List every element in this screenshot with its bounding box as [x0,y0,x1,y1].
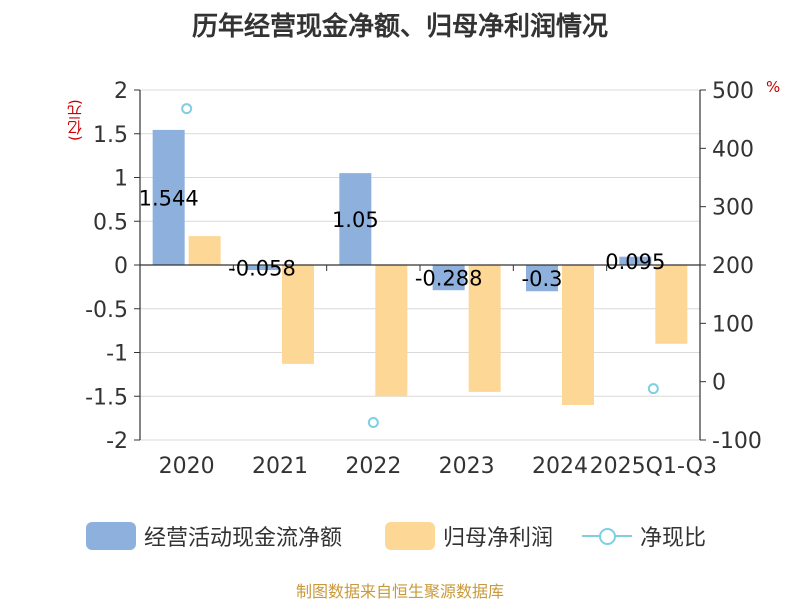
data-label-cashflow: 1.544 [139,186,199,210]
legend-item-cashflow[interactable]: 经营活动现金流净额 [86,516,342,556]
ratio-marker [181,103,193,115]
axes [139,90,701,440]
bar-cashflow [246,265,278,271]
y-tick-label: -1.5 [85,385,128,410]
data-label-cashflow: 1.05 [332,208,379,232]
ratio-marker [367,417,379,428]
bar-cashflow [339,173,372,265]
data-label-cashflow: -0.288 [415,267,483,291]
bars [152,129,688,405]
y2-tick-label: 0 [712,371,726,396]
chart-title: 历年经营现金净额、归母净利润情况 [191,12,608,42]
bar-net-profit [282,265,314,364]
y2-tick-label: 100 [712,312,754,337]
data-label-cashflow: -0.3 [522,267,563,291]
legend-swatch-cashflow [86,522,136,550]
data-label-cashflow: -0.058 [228,257,296,281]
data-labels: 1.544 -0.058 1.05 -0.288 -0.3 0.095 [139,186,666,291]
y2-tick-label: 400 [712,137,754,162]
bar-net-profit [655,265,688,344]
y2-tick-label: 200 [712,254,754,279]
bar-cashflow [619,256,652,265]
y-tick-label: 0.5 [93,210,128,235]
axis-ticks: 2 1.5 1 0.5 0 -0.5 -1 -1.5 -2 500 400 300 200 100 0 -10… [85,79,762,479]
bar-cashflow [526,265,558,292]
legend-item-ratio[interactable]: 净现比 [582,516,706,556]
data-label-cashflow: 0.095 [605,250,665,274]
legend-swatch-ratio [582,522,632,550]
y-tick-label: 1.5 [93,123,128,148]
bar-net-profit [375,265,408,397]
x-tick-label: 2021 [252,454,308,479]
bar-net-profit [562,265,594,405]
legend-item-net-profit[interactable]: 归母净利润 [385,516,553,556]
y2-tick-label: 300 [712,196,754,221]
ratio-marker [647,383,659,395]
y-tick-label: 0 [114,254,128,279]
y-tick-label: -1 [106,342,128,367]
y-tick-label: 2 [114,79,128,104]
x-tick-label: 2023 [439,454,495,479]
bar-net-profit [188,236,221,265]
y-tick-label: 1 [114,167,128,192]
legend-label-cashflow: 经营活动现金流净额 [144,526,343,551]
y-tick-label: -0.5 [85,298,128,323]
ratio-markers [181,103,659,428]
y2-tick-label: 500 [712,79,754,104]
legend-label-net-profit: 归母净利润 [443,526,554,551]
bar-net-profit [468,265,501,392]
x-tick-label: 2024 [532,454,588,479]
y-tick-label: -2 [106,429,128,454]
bar-cashflow [152,129,185,265]
y2-tick-label: -100 [712,429,762,454]
grid-lines [140,89,700,441]
bar-cashflow [432,265,465,291]
x-tick-label: 2020 [159,454,215,479]
legend: 经营活动现金流净额 归母净利润 净现比 [0,516,800,556]
legend-swatch-net-profit [385,522,435,550]
y2-axis-unit: % [766,78,781,96]
source-note: 制图数据来自恒生聚源数据库 [295,582,504,601]
x-tick-label: 2025Q1-Q3 [590,454,717,479]
x-tick-label: 2022 [345,454,401,479]
legend-label-ratio: 净现比 [640,526,707,551]
